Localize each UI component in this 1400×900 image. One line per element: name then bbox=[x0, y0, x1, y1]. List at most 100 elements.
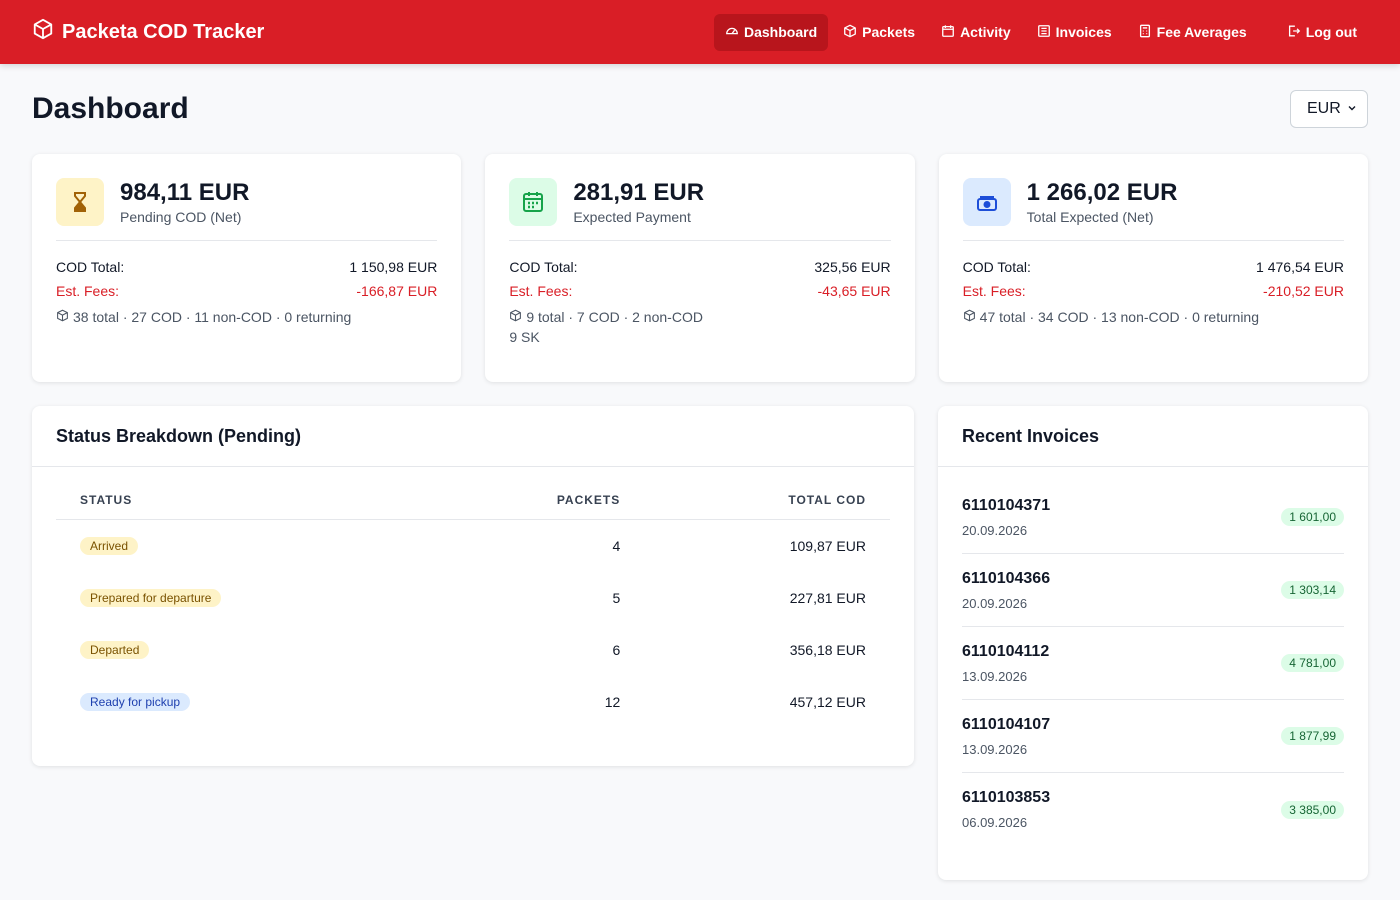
box-icon bbox=[56, 309, 69, 325]
card-label: Expected Payment bbox=[573, 209, 691, 225]
est-fees-row: Est. Fees: -166,87 EUR bbox=[56, 281, 437, 301]
cod-total-label: COD Total: bbox=[509, 259, 578, 275]
recent-invoices-panel: Recent Invoices 6110104371 20.09.2026 1 … bbox=[938, 406, 1368, 880]
cash-icon bbox=[962, 178, 1011, 226]
invoice-amount-badge: 1 303,14 bbox=[1281, 581, 1344, 599]
box-icon bbox=[843, 24, 857, 41]
nav-item-label: Activity bbox=[960, 24, 1011, 40]
packet-count: 6 bbox=[612, 641, 621, 658]
invoice-date: 13.09.2026 bbox=[962, 741, 1028, 757]
invoice-amount-badge: 3 385,00 bbox=[1281, 800, 1344, 819]
brand[interactable]: Packeta COD Tracker bbox=[32, 18, 264, 46]
currency-value: EUR bbox=[1307, 100, 1341, 117]
invoice-amount-badge: 1 601,00 bbox=[1281, 508, 1344, 526]
invoice-date: 13.09.2026 bbox=[962, 668, 1028, 684]
card-label: Total Expected (Net) bbox=[1026, 209, 1154, 225]
logout-label: Log out bbox=[1305, 24, 1357, 40]
panel-title: Status Breakdown (Pending) bbox=[32, 406, 914, 467]
packet-count-text: 38 total · 27 COD · 11 non-COD · 0 retur… bbox=[73, 309, 352, 325]
summary-cards: 984,11 EUR Pending COD (Net) COD Total: … bbox=[0, 128, 1400, 382]
nav-item-packets[interactable]: Packets bbox=[832, 14, 926, 51]
main-nav: Dashboard Packets Activity Invoices Fee … bbox=[714, 13, 1368, 51]
invoice-amount-badge: 4 781,00 bbox=[1281, 654, 1344, 672]
list-item[interactable]: 6110104371 20.09.2026 1 601,00 bbox=[962, 481, 1344, 554]
box-logo-icon bbox=[32, 18, 54, 46]
nav-item-activity[interactable]: Activity bbox=[930, 14, 1022, 51]
nav-item-dashboard[interactable]: Dashboard bbox=[714, 13, 829, 51]
box-icon bbox=[963, 309, 976, 325]
status-table: STATUS PACKETS TOTAL COD Arrived 4 109,8… bbox=[56, 493, 890, 728]
packet-count-note: 47 total · 34 COD · 13 non-COD · 0 retur… bbox=[963, 309, 1344, 325]
packet-count: 5 bbox=[612, 589, 621, 606]
est-fees-label: Est. Fees: bbox=[509, 283, 573, 299]
card-amount: 984,11 EUR bbox=[120, 179, 250, 206]
list-item[interactable]: 6110104112 13.09.2026 4 781,00 bbox=[962, 627, 1344, 700]
calendar-icon bbox=[509, 178, 558, 226]
table-row[interactable]: Prepared for departure 5 227,81 EUR bbox=[56, 572, 890, 624]
card-total-expected: 1 266,02 EUR Total Expected (Net) COD To… bbox=[938, 154, 1368, 382]
status-badge: Departed bbox=[80, 640, 150, 659]
card-expected-payment: 281,91 EUR Expected Payment COD Total: 3… bbox=[485, 154, 915, 382]
cod-total-label: COD Total: bbox=[56, 259, 125, 275]
table-header-row: STATUS PACKETS TOTAL COD bbox=[56, 493, 890, 520]
total-cod: 356,18 EUR bbox=[789, 641, 866, 658]
packet-count-note: 38 total · 27 COD · 11 non-COD · 0 retur… bbox=[56, 309, 437, 325]
box-icon bbox=[509, 309, 522, 325]
cod-total-value: 1 150,98 EUR bbox=[349, 259, 438, 275]
column-header-total-cod[interactable]: TOTAL COD bbox=[644, 493, 890, 520]
card-amount: 1 266,02 EUR bbox=[1026, 179, 1178, 206]
invoice-date: 20.09.2026 bbox=[962, 522, 1028, 538]
invoice-number: 6110104366 bbox=[962, 569, 1051, 587]
cod-total-row: COD Total: 1 150,98 EUR bbox=[56, 257, 437, 277]
page-header: Dashboard EUR bbox=[0, 64, 1400, 128]
logout-icon bbox=[1287, 24, 1301, 41]
nav-item-label: Dashboard bbox=[744, 24, 818, 40]
packet-count-text: 9 total · 7 COD · 2 non-COD bbox=[526, 309, 703, 325]
total-cod: 227,81 EUR bbox=[789, 589, 866, 606]
cod-total-row: COD Total: 325,56 EUR bbox=[509, 257, 890, 277]
column-header-status[interactable]: STATUS bbox=[56, 493, 427, 520]
status-badge: Prepared for departure bbox=[80, 588, 222, 607]
nav-item-label: Invoices bbox=[1055, 24, 1112, 40]
list-item[interactable]: 6110103853 06.09.2026 3 385,00 bbox=[962, 773, 1344, 846]
invoice-list: 6110104371 20.09.2026 1 601,00 611010436… bbox=[938, 467, 1368, 846]
panel-title: Recent Invoices bbox=[938, 406, 1368, 467]
calculator-icon bbox=[1138, 24, 1152, 41]
bottom-section: Status Breakdown (Pending) STATUS PACKET… bbox=[0, 382, 1400, 880]
invoice-number: 6110104107 bbox=[962, 715, 1051, 733]
cod-total-row: COD Total: 1 476,54 EUR bbox=[963, 257, 1344, 277]
card-header: 1 266,02 EUR Total Expected (Net) bbox=[962, 178, 1344, 241]
list-item[interactable]: 6110104107 13.09.2026 1 877,99 bbox=[962, 700, 1344, 773]
invoice-amount-badge: 1 877,99 bbox=[1281, 727, 1344, 745]
nav-item-fee-averages[interactable]: Fee Averages bbox=[1127, 14, 1258, 51]
invoice-date: 20.09.2026 bbox=[962, 595, 1028, 611]
table-row[interactable]: Ready for pickup 12 457,12 EUR bbox=[56, 676, 890, 728]
nav-item-label: Fee Averages bbox=[1156, 24, 1247, 40]
table-row[interactable]: Departed 6 356,18 EUR bbox=[56, 624, 890, 676]
status-badge: Arrived bbox=[80, 536, 139, 555]
est-fees-label: Est. Fees: bbox=[56, 283, 120, 299]
invoice-number: 6110104112 bbox=[962, 642, 1050, 660]
card-label: Pending COD (Net) bbox=[120, 209, 242, 225]
chevron-down-icon bbox=[1347, 100, 1357, 118]
card-pending-cod: 984,11 EUR Pending COD (Net) COD Total: … bbox=[32, 154, 462, 382]
total-cod: 109,87 EUR bbox=[789, 537, 866, 554]
invoice-number: 6110103853 bbox=[962, 789, 1051, 806]
cod-total-value: 1 476,54 EUR bbox=[1256, 259, 1344, 275]
packet-count: 12 bbox=[604, 693, 621, 710]
list-item[interactable]: 6110104366 20.09.2026 1 303,14 bbox=[962, 554, 1344, 627]
est-fees-row: Est. Fees: -43,65 EUR bbox=[509, 281, 890, 301]
navbar: Packeta COD Tracker Dashboard Packets Ac… bbox=[0, 0, 1400, 64]
nav-item-label: Packets bbox=[862, 24, 916, 40]
column-header-packets[interactable]: PACKETS bbox=[426, 493, 645, 520]
packet-count-text: 47 total · 34 COD · 13 non-COD · 0 retur… bbox=[979, 309, 1259, 325]
currency-select[interactable]: EUR bbox=[1290, 90, 1368, 128]
nav-item-invoices[interactable]: Invoices bbox=[1026, 14, 1123, 51]
card-header: 984,11 EUR Pending COD (Net) bbox=[56, 178, 438, 241]
logout-button[interactable]: Log out bbox=[1276, 14, 1368, 51]
table-row[interactable]: Arrived 4 109,87 EUR bbox=[56, 520, 890, 572]
invoice-number: 6110104371 bbox=[962, 496, 1051, 514]
hourglass-icon bbox=[56, 178, 104, 226]
packet-count-note: 9 total · 7 COD · 2 non-COD bbox=[509, 309, 890, 325]
card-amount: 281,91 EUR bbox=[573, 179, 705, 206]
